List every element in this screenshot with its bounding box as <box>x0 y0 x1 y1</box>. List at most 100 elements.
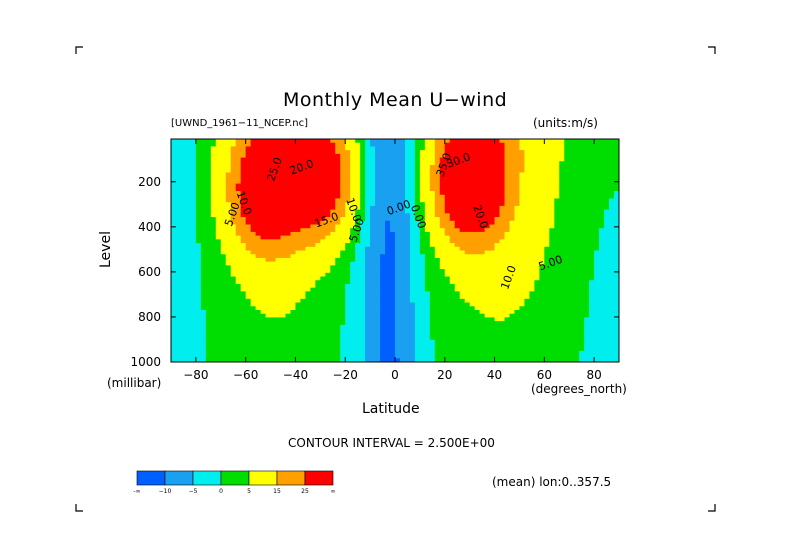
field-cell <box>375 265 381 270</box>
field-cell <box>295 250 302 255</box>
field-cell <box>494 269 501 274</box>
field-cell <box>514 161 521 166</box>
field-cell <box>569 358 575 362</box>
field-cell <box>484 213 491 218</box>
field-cell <box>399 306 406 311</box>
field-cell <box>360 153 366 159</box>
field-cell <box>380 328 386 333</box>
field-cell <box>345 324 351 330</box>
field-cell <box>270 239 277 244</box>
field-cell <box>514 213 521 218</box>
field-cell <box>315 332 321 337</box>
field-cell <box>419 269 426 274</box>
field-cell <box>424 254 431 259</box>
field-cell <box>215 276 222 281</box>
field-cell <box>185 254 192 259</box>
field-cell <box>534 302 540 307</box>
field-cell <box>290 309 297 315</box>
field-cell <box>200 217 207 222</box>
field-cell <box>265 183 272 188</box>
field-cell <box>399 257 406 263</box>
field-cell <box>380 309 386 315</box>
field-cell <box>290 343 297 348</box>
field-cell <box>380 276 386 281</box>
field-cell <box>280 261 287 266</box>
field-cell <box>559 317 565 322</box>
field-cell <box>215 168 222 174</box>
field-cell <box>240 157 247 162</box>
field-cell <box>464 176 471 181</box>
field-cell <box>424 228 431 233</box>
field-cell <box>255 283 262 289</box>
field-cell <box>429 191 436 196</box>
field-cell <box>325 321 331 326</box>
field-cell <box>574 313 580 318</box>
field-cell <box>195 157 202 162</box>
field-cell <box>529 321 535 326</box>
field-cell <box>190 161 197 166</box>
field-cell <box>230 235 237 240</box>
field-cell <box>385 276 391 281</box>
field-cell <box>320 179 326 185</box>
field-cell <box>454 243 461 248</box>
field-cell <box>554 350 560 356</box>
field-cell <box>504 213 511 218</box>
field-cell <box>220 176 227 181</box>
field-cell <box>489 220 496 226</box>
field-cell <box>240 183 247 188</box>
field-cell <box>414 150 421 155</box>
field-cell <box>484 302 491 307</box>
field-cell <box>280 157 287 162</box>
field-cell <box>265 280 272 285</box>
field-cell <box>479 224 486 229</box>
field-cell <box>424 172 431 177</box>
field-cell <box>175 235 182 240</box>
field-cell <box>265 198 272 203</box>
field-cell <box>504 324 511 330</box>
field-cell <box>524 217 530 222</box>
field-cell <box>315 172 321 177</box>
field-cell <box>395 298 401 304</box>
field-cell <box>459 302 466 307</box>
field-cell <box>534 261 540 266</box>
field-cell <box>230 220 237 226</box>
field-cell <box>399 347 406 352</box>
field-cell <box>534 335 540 341</box>
field-cell <box>305 146 311 151</box>
field-cell <box>519 335 526 341</box>
field-cell <box>414 179 421 185</box>
field-cell <box>295 280 302 285</box>
field-cell <box>504 235 511 240</box>
field-cell <box>544 183 550 188</box>
field-cell <box>300 191 306 196</box>
field-cell <box>185 321 192 326</box>
field-cell <box>340 150 346 155</box>
field-cell <box>404 165 411 170</box>
field-cell <box>180 347 187 352</box>
field-cell <box>225 139 232 144</box>
field-cell <box>330 205 336 211</box>
field-cell <box>190 168 197 174</box>
field-cell <box>280 176 287 181</box>
field-cell <box>489 183 496 188</box>
field-cell <box>185 235 192 240</box>
field-cell <box>335 191 341 196</box>
field-cell <box>474 176 481 181</box>
field-cell <box>275 283 282 289</box>
field-cell <box>449 339 456 345</box>
field-cell <box>195 191 202 196</box>
field-cell <box>275 347 282 352</box>
field-cell <box>355 328 361 333</box>
field-cell <box>404 302 411 307</box>
field-cell <box>240 228 247 233</box>
field-cell <box>210 339 217 345</box>
field-cell <box>255 179 262 185</box>
field-cell <box>474 243 481 248</box>
field-cell <box>534 161 540 166</box>
field-cell <box>345 339 351 345</box>
field-cell <box>210 205 217 211</box>
field-cell <box>464 157 471 162</box>
field-cell <box>434 343 441 348</box>
field-cell <box>399 198 406 203</box>
field-cell <box>454 306 461 311</box>
